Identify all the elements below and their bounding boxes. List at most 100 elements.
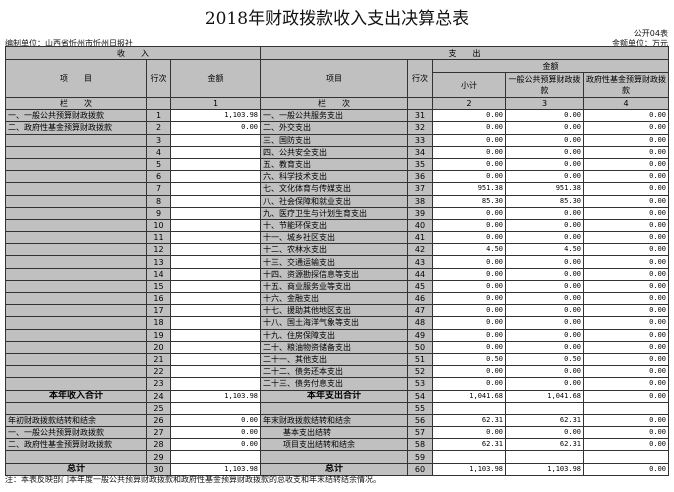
- expense-general-budget: 951.38: [505, 182, 584, 196]
- expense-item: 十八、国土海洋气象等支出: [260, 316, 408, 330]
- expense-row-no: 55: [407, 401, 433, 415]
- table-row: 21 二十一、其他支出 51 0.50 0.50 0.00: [5, 352, 669, 367]
- expense-fund-budget: 0.00: [583, 316, 669, 330]
- expense-general-budget: [505, 450, 584, 464]
- expense-item: 十二、农林水支出: [260, 243, 408, 257]
- expense-row-no: 59: [407, 450, 433, 464]
- expense-fund-budget: 0.00: [583, 352, 669, 367]
- income-row-no: 11: [146, 231, 171, 245]
- expense-row-no: 57: [407, 426, 433, 440]
- income-item: [5, 157, 147, 172]
- income-row-no: 13: [146, 255, 171, 269]
- report-title: 2018年财政拨款收入支出决算总表: [204, 9, 470, 29]
- expense-row-no: 44: [407, 267, 433, 281]
- expense-row-no: 51: [407, 352, 433, 367]
- expense-item: [260, 450, 408, 464]
- expense-subtotal: 62.31: [432, 413, 506, 428]
- income-row-no: 8: [146, 194, 171, 208]
- expense-subtotal: 0.00: [432, 231, 506, 245]
- expense-row-no: 48: [407, 316, 433, 330]
- expense-general-budget: 85.30: [505, 194, 584, 208]
- expense-general-budget: 0.00: [505, 304, 584, 318]
- column-index-3: 3: [505, 96, 584, 111]
- income-row-no: 18: [146, 316, 171, 330]
- column-index-label: 栏 次: [5, 96, 147, 111]
- expense-item: 项目支出结转和结余: [260, 438, 408, 452]
- income-row-no: 19: [146, 328, 171, 342]
- expense-fund-budget: 0.00: [583, 426, 669, 440]
- income-amount-header: 金额: [170, 59, 261, 98]
- income-amount: [170, 304, 261, 318]
- expense-subtotal: 951.38: [432, 182, 506, 196]
- expense-item: 一、一般公共服务支出: [260, 109, 408, 123]
- income-item: [5, 133, 147, 147]
- income-row-no: 29: [146, 450, 171, 464]
- expense-row-no: 32: [407, 121, 433, 135]
- expense-general-budget: 0.00: [505, 218, 584, 233]
- income-row-no: 6: [146, 170, 171, 184]
- expense-general-budget: [505, 401, 584, 415]
- income-row-no: 16: [146, 291, 171, 306]
- income-item: [5, 328, 147, 342]
- expense-subtotal: 0.00: [432, 145, 506, 159]
- expense-fund-budget: 0.00: [583, 145, 669, 159]
- expense-subtotal: 0.00: [432, 255, 506, 269]
- income-row-no: 20: [146, 340, 171, 354]
- expense-fund-budget: 0.00: [583, 365, 669, 379]
- income-item: [5, 231, 147, 245]
- expense-item: 年末财政拨款结转和结余: [260, 413, 408, 428]
- table-row: 11 十一、城乡社区支出 41 0.00 0.00 0.00: [5, 231, 669, 245]
- income-row-no: 24: [146, 389, 171, 403]
- expense-fund-budget: 0.00: [583, 182, 669, 196]
- income-item: [5, 218, 147, 233]
- income-header: 收 入: [5, 46, 261, 60]
- income-item-header: 项 目: [5, 59, 147, 98]
- expense-fund-budget: 0.00: [583, 462, 669, 476]
- income-amount: [170, 450, 261, 464]
- expense-item: 二十三、债务付息支出: [260, 377, 408, 391]
- income-amount: [170, 145, 261, 159]
- income-row-no: 1: [146, 109, 171, 123]
- expense-item: 十九、住房保障支出: [260, 328, 408, 342]
- expense-amount-header: 金额: [432, 59, 669, 73]
- income-row-no: 23: [146, 377, 171, 391]
- income-row-no: 26: [146, 413, 171, 428]
- income-row-no: 21: [146, 352, 171, 367]
- expense-general-budget: 0.00: [505, 279, 584, 294]
- table-row: 二、政府性基金预算财政拨款 2 0.00 二、外交支出 32 0.00 0.00 0.00: [5, 121, 669, 135]
- table-row: 14 十四、资源勘探信息等支出 44 0.00 0.00 0.00: [5, 267, 669, 281]
- expense-item: 二、外交支出: [260, 121, 408, 135]
- column-index-1: 1: [170, 96, 261, 111]
- income-row-no: 3: [146, 133, 171, 147]
- income-row-no: 4: [146, 145, 171, 159]
- income-amount: [170, 194, 261, 208]
- expense-fund-budget: 0.00: [583, 243, 669, 257]
- expense-item: 二十二、债务还本支出: [260, 365, 408, 379]
- income-row-no: 14: [146, 267, 171, 281]
- expense-row-no: 38: [407, 194, 433, 208]
- expense-fund-budget: 0.00: [583, 206, 669, 220]
- income-row-no: 9: [146, 206, 171, 220]
- expense-row-no: 42: [407, 243, 433, 257]
- table-row: 25 55: [5, 401, 669, 415]
- table-row: 18 十八、国土海洋气象等支出 48 0.00 0.00 0.00: [5, 316, 669, 330]
- expense-fund-budget: 0.00: [583, 438, 669, 452]
- expense-fund-budget: 0.00: [583, 291, 669, 306]
- income-row-no: 5: [146, 157, 171, 172]
- expense-fund-budget: [583, 401, 669, 415]
- expense-fund-budget: 0.00: [583, 133, 669, 147]
- income-row-no: 7: [146, 182, 171, 196]
- expense-fund-budget: 0.00: [583, 157, 669, 172]
- expense-general-budget: 0.00: [505, 170, 584, 184]
- income-item: [5, 377, 147, 391]
- table-row: 22 二十二、债务还本支出 52 0.00 0.00 0.00: [5, 365, 669, 379]
- income-amount: [170, 170, 261, 184]
- income-amount: [170, 328, 261, 342]
- expense-subtotal: 0.00: [432, 170, 506, 184]
- income-amount: 1,103.98: [170, 109, 261, 123]
- budget-table: 收 入 支 出 项 目 行次 金额 项目 行次 金额 小计 一般公共预算财政拨款…: [5, 46, 669, 476]
- table-row: 一、一般公共预算财政拨款 1 1,103.98 一、一般公共服务支出 31 0.00 0.0…: [5, 109, 669, 123]
- expense-row-no: 43: [407, 255, 433, 269]
- expense-general-budget: 4.50: [505, 243, 584, 257]
- income-amount: [170, 243, 261, 257]
